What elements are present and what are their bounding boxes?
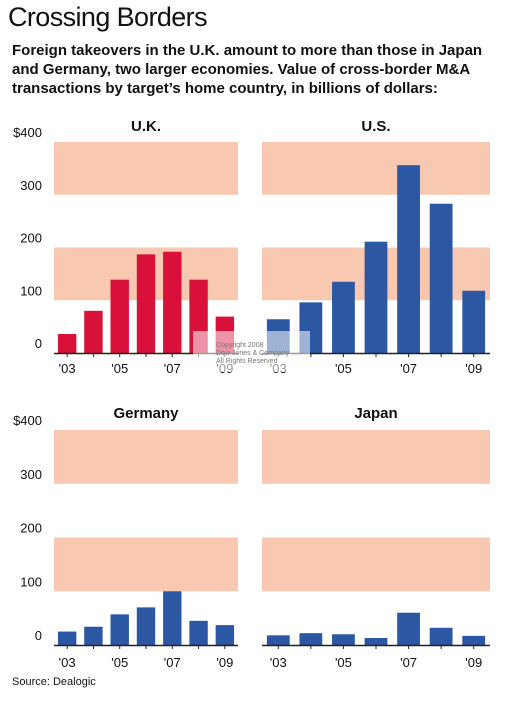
x-tick-label: '03 bbox=[59, 361, 76, 376]
y-tick-label: 200 bbox=[20, 231, 42, 246]
grid-band bbox=[54, 142, 238, 195]
bar-08 bbox=[429, 627, 453, 645]
grid-band bbox=[54, 430, 238, 484]
bar-07 bbox=[397, 165, 420, 353]
y-tick-label: $400 bbox=[13, 125, 42, 140]
panel-title: Japan bbox=[354, 405, 397, 422]
x-tick-label: '05 bbox=[335, 361, 352, 376]
bar-04 bbox=[84, 626, 103, 645]
x-tick-label: '09 bbox=[216, 655, 233, 670]
bar-04 bbox=[84, 310, 103, 353]
subtitle-line: and Germany, two larger economies. Value… bbox=[12, 61, 471, 78]
y-tick-label: 100 bbox=[20, 283, 42, 298]
bar-09 bbox=[462, 635, 486, 645]
bar-07 bbox=[397, 612, 420, 645]
subtitle-line: transactions by target’s home country, i… bbox=[12, 80, 438, 97]
x-tick-label: '07 bbox=[400, 655, 417, 670]
bar-05 bbox=[110, 279, 129, 353]
bar-05 bbox=[332, 281, 355, 353]
chart-subtitle: Foreign takeovers in the U.K. amount to … bbox=[12, 41, 502, 98]
x-tick-label: '05 bbox=[111, 361, 128, 376]
bar-06 bbox=[136, 254, 156, 353]
grid-band bbox=[262, 537, 490, 592]
source-note: Source: Dealogic bbox=[12, 676, 96, 688]
panel-title: Germany bbox=[113, 405, 179, 422]
grid-band bbox=[54, 537, 238, 592]
x-tick-label: '03 bbox=[270, 655, 287, 670]
bar-07 bbox=[163, 591, 182, 645]
bar-06 bbox=[364, 241, 388, 353]
bar-03 bbox=[266, 635, 290, 645]
y-tick-label: 0 bbox=[35, 628, 42, 643]
x-tick-label: '09 bbox=[465, 361, 482, 376]
bar-07 bbox=[163, 251, 182, 353]
x-tick-label: '07 bbox=[164, 361, 181, 376]
watermark-line: Dow Jones & Company bbox=[216, 350, 290, 357]
bar-08 bbox=[189, 620, 208, 645]
bar-04 bbox=[299, 633, 323, 645]
panel-title: U.S. bbox=[361, 118, 390, 135]
x-tick-label: '03 bbox=[59, 655, 76, 670]
watermark-line: All Rights Reserved bbox=[216, 358, 278, 365]
bar-09 bbox=[462, 290, 486, 353]
y-tick-label: 300 bbox=[20, 467, 42, 482]
y-tick-label: 100 bbox=[20, 574, 42, 589]
chart-title: Crossing Borders bbox=[8, 2, 208, 32]
bar-08 bbox=[429, 203, 453, 353]
bar-03 bbox=[57, 631, 77, 645]
x-tick-label: '05 bbox=[335, 655, 352, 670]
bar-03 bbox=[57, 334, 77, 353]
y-tick-label: 200 bbox=[20, 521, 42, 536]
y-tick-label: 300 bbox=[20, 178, 42, 193]
x-tick-label: '05 bbox=[111, 655, 128, 670]
x-tick-label: '07 bbox=[164, 655, 181, 670]
bar-05 bbox=[110, 614, 129, 645]
copyright-watermark: Copyright 2008 Dow Jones & Company All R… bbox=[193, 331, 310, 372]
bar-06 bbox=[136, 607, 156, 645]
y-tick-label: $400 bbox=[13, 413, 42, 428]
panel-title: U.K. bbox=[131, 118, 161, 135]
grid-band bbox=[262, 142, 490, 195]
subtitle-line: Foreign takeovers in the U.K. amount to … bbox=[12, 42, 483, 59]
y-tick-label: 0 bbox=[35, 336, 42, 351]
bar-06 bbox=[364, 638, 388, 645]
grid-band bbox=[262, 430, 490, 484]
x-tick-label: '07 bbox=[400, 361, 417, 376]
x-tick-label: '09 bbox=[465, 655, 482, 670]
bar-05 bbox=[332, 634, 355, 645]
bar-09 bbox=[215, 625, 235, 645]
watermark-line: Copyright 2008 bbox=[216, 342, 264, 349]
